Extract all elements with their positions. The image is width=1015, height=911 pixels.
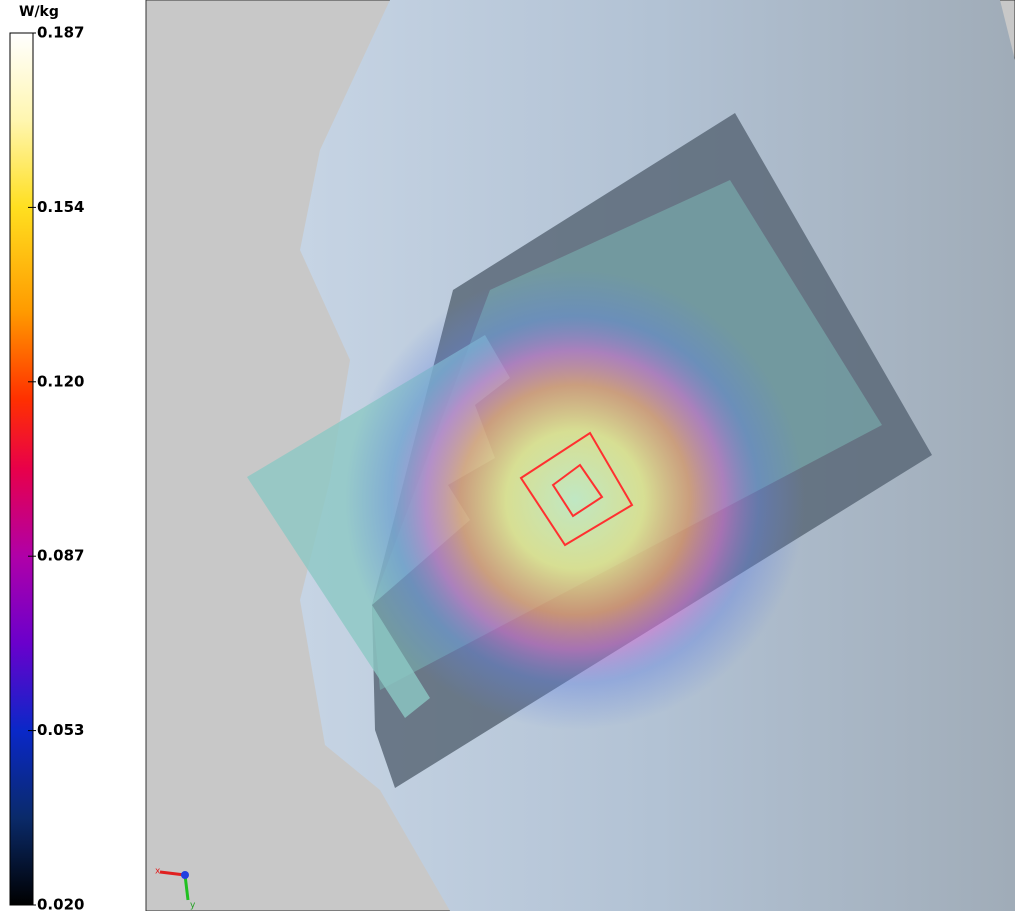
zoom-scan-outer: [519, 431, 634, 547]
y-axis-label: y: [190, 901, 196, 911]
zoom-scan-inner: [551, 463, 604, 518]
x-axis-label: x: [155, 867, 161, 877]
x-axis-arrow: [159, 870, 186, 877]
colorbar-tick-label: 0.187: [37, 24, 84, 42]
colorbar-unit: W/kg: [19, 4, 59, 20]
z-axis-arrow: [181, 871, 189, 879]
colorbar-tick-label: 0.120: [37, 372, 84, 390]
colorbar-tick-label: 0.087: [37, 547, 84, 565]
colorbar: [9, 32, 34, 906]
colorbar-tick-label: 0.020: [37, 896, 84, 911]
sar-hotspot: [345, 270, 805, 730]
y-axis-arrow: [183, 874, 190, 901]
colorbar-tick-label: 0.154: [37, 198, 84, 216]
colorbar-tick-label: 0.053: [37, 721, 84, 739]
